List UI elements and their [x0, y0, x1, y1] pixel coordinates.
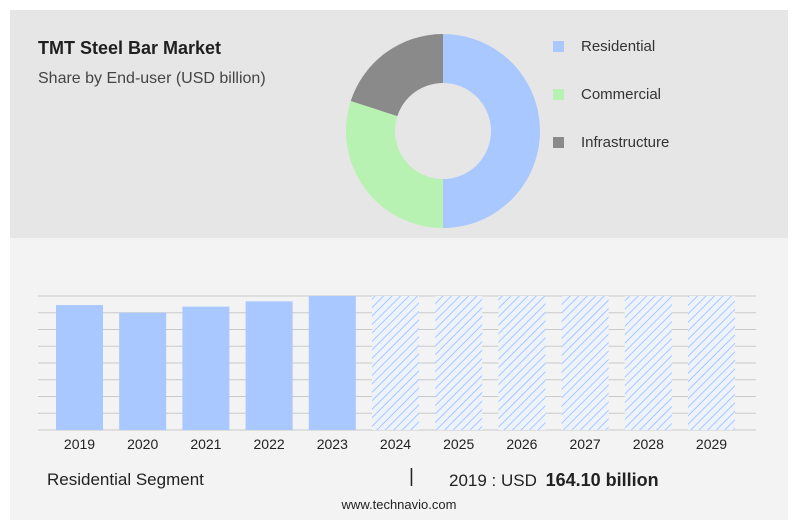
legend-item-infrastructure: Infrastructure — [553, 118, 669, 166]
source-link[interactable]: www.technavio.com — [341, 497, 457, 512]
footer-separator: | — [409, 466, 414, 487]
bar-2026 — [498, 296, 546, 430]
bar-2028 — [624, 296, 672, 430]
legend-label-infrastructure: Infrastructure — [581, 133, 670, 151]
donut-slice-residential — [443, 34, 540, 228]
bar-2025 — [435, 296, 483, 430]
donut-legend: Residential Commercial Infrastructure — [553, 22, 669, 166]
legend-label-residential: Residential — [581, 37, 656, 55]
x-tick-label-2028: 2028 — [633, 436, 664, 452]
x-tick-label-2022: 2022 — [254, 436, 285, 452]
legend-item-residential: Residential — [553, 22, 669, 70]
bar-2029 — [688, 296, 735, 430]
bar-2023 — [308, 296, 356, 430]
segment-value: 2019 : USD 164.10 billion — [449, 470, 659, 491]
donut-slice-infrastructure — [350, 34, 443, 117]
legend-label-commercial: Commercial — [581, 85, 662, 103]
legend-swatch-infrastructure — [553, 136, 564, 148]
segment-value-amount: 164.10 billion — [545, 470, 659, 490]
x-tick-label-2023: 2023 — [317, 436, 348, 452]
page-title: TMT Steel Bar Market — [38, 38, 222, 58]
bar-2020 — [119, 312, 167, 430]
legend-swatch-commercial — [553, 88, 564, 100]
x-tick-label-2020: 2020 — [127, 436, 158, 452]
x-tick-label-2024: 2024 — [380, 436, 411, 452]
x-tick-label-2025: 2025 — [443, 436, 474, 452]
legend-swatch-residential — [553, 40, 564, 52]
segment-value-prefix: 2019 : USD — [449, 471, 537, 490]
legend-item-commercial: Commercial — [553, 70, 669, 118]
x-tick-label-2019: 2019 — [64, 436, 95, 452]
donut-slice-commercial — [346, 101, 443, 228]
x-tick-label-2026: 2026 — [506, 436, 537, 452]
bar-2022 — [245, 301, 293, 430]
x-tick-label-2029: 2029 — [696, 436, 727, 452]
bar-2027 — [561, 296, 609, 430]
bar-2024 — [372, 296, 419, 430]
bar-2021 — [182, 306, 230, 430]
bar-2019 — [56, 305, 103, 430]
page-subtitle: Share by End-user (USD billion) — [38, 70, 266, 87]
x-tick-label-2027: 2027 — [570, 436, 601, 452]
segment-label: Residential Segment — [47, 470, 204, 489]
x-tick-label-2021: 2021 — [190, 436, 221, 452]
